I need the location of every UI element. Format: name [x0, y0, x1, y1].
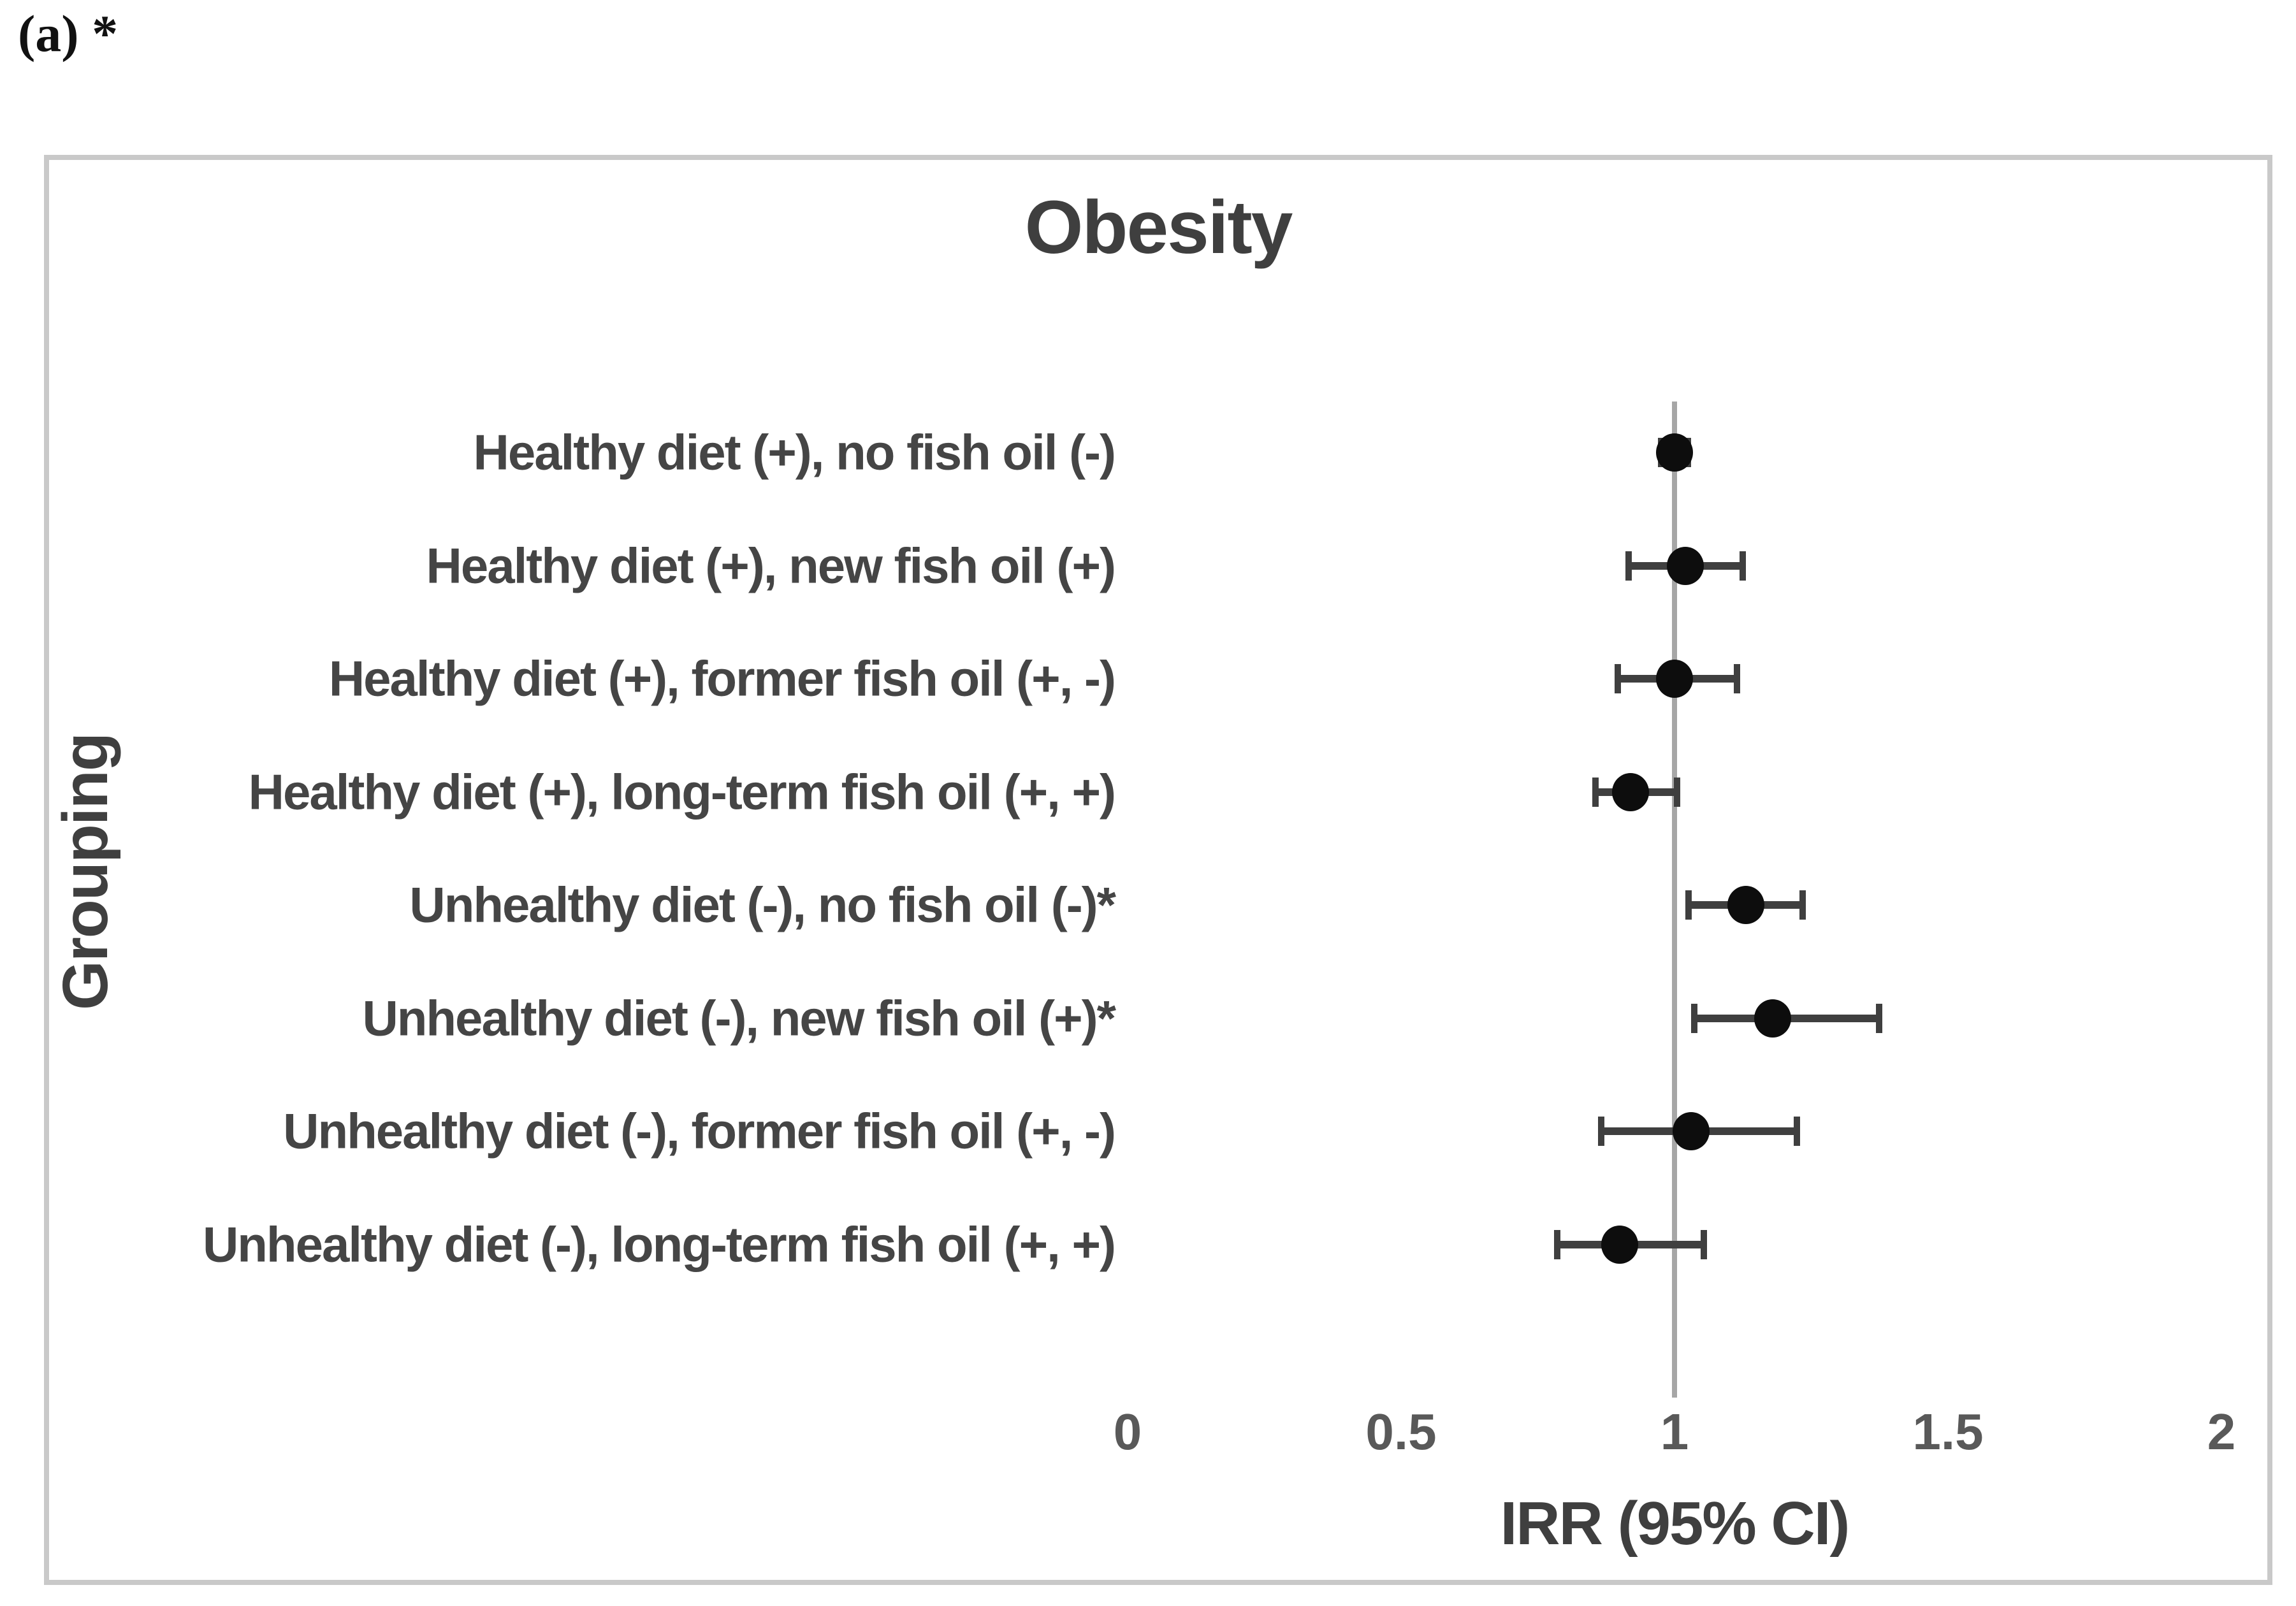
ci-cap-high — [1876, 1003, 1883, 1033]
point-marker — [1612, 772, 1650, 811]
panel-label: (a) * — [18, 4, 118, 64]
ci-cap-high — [1673, 777, 1680, 807]
category-label: Healthy diet (+), former fish oil (+, -) — [328, 650, 1116, 707]
ci-cap-high — [1799, 890, 1806, 920]
ci-cap-low — [1592, 777, 1599, 807]
x-tick-label: 2 — [2207, 1403, 2236, 1460]
ci-cap-low — [1554, 1229, 1561, 1259]
x-axis-title: IRR (95% CI) — [1500, 1489, 1850, 1558]
category-label: Healthy diet (+), new fish oil (+) — [426, 537, 1116, 593]
point-marker — [1667, 546, 1704, 585]
ci-cap-low — [1685, 890, 1692, 920]
x-tick-label: 1.5 — [1912, 1403, 1984, 1460]
point-marker — [1754, 999, 1792, 1038]
x-tick-label: 0 — [1113, 1403, 1142, 1460]
category-label: Unhealthy diet (-), long-term fish oil (… — [202, 1216, 1116, 1272]
category-label: Unhealthy diet (-), former fish oil (+, … — [283, 1103, 1116, 1159]
point-marker — [1656, 660, 1693, 698]
reference-line-irr-1 — [1672, 402, 1677, 1398]
panel-label-text: (a) — [18, 4, 79, 62]
ci-cap-high — [1794, 1117, 1801, 1146]
category-label: Healthy diet (+), no fish oil (-) — [473, 424, 1117, 481]
x-tick-label: 0.5 — [1365, 1403, 1437, 1460]
ci-cap-low — [1614, 664, 1621, 693]
ci-cap-high — [1739, 551, 1746, 581]
point-marker — [1656, 433, 1693, 472]
ci-cap-high — [1733, 664, 1740, 693]
category-label: Unhealthy diet (-), new fish oil (+)* — [362, 990, 1116, 1046]
point-marker — [1727, 886, 1764, 924]
plot-area: Healthy diet (+), no fish oil (-) Healthy… — [49, 160, 2267, 1580]
category-label: Unhealthy diet (-), no fish oil (-)* — [409, 876, 1116, 933]
point-marker — [1601, 1225, 1639, 1264]
chart-container: Obesity Grouping Healthy diet (+), no fi… — [44, 155, 2272, 1585]
chart-title: Obesity — [1024, 185, 1293, 270]
category-label: Healthy diet (+), long-term fish oil (+,… — [248, 763, 1116, 820]
x-tick-label: 1 — [1660, 1403, 1689, 1460]
ci-cap-low — [1690, 1003, 1697, 1033]
point-marker — [1672, 1112, 1710, 1150]
ci-cap-low — [1597, 1117, 1604, 1146]
ci-cap-high — [1701, 1229, 1708, 1259]
panel-asterisk: * — [78, 4, 119, 62]
ci-cap-low — [1625, 551, 1632, 581]
